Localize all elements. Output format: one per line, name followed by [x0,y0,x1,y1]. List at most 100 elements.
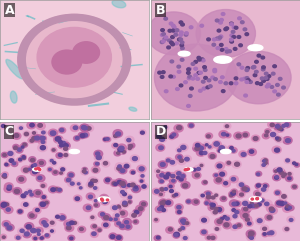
Circle shape [126,199,132,204]
Circle shape [100,194,108,201]
Circle shape [277,201,281,205]
Circle shape [176,176,180,179]
Circle shape [124,221,128,224]
Circle shape [196,143,200,147]
Circle shape [13,162,16,165]
Circle shape [140,131,144,134]
Circle shape [158,161,167,168]
Circle shape [213,211,217,214]
Circle shape [174,33,178,36]
Circle shape [191,77,195,80]
Circle shape [181,227,184,230]
Circle shape [257,219,262,223]
Circle shape [204,191,212,198]
Circle shape [179,159,184,162]
Circle shape [211,76,214,79]
Circle shape [213,206,220,212]
Circle shape [186,199,192,204]
Circle shape [44,223,48,227]
Circle shape [94,203,100,208]
Circle shape [33,135,42,142]
Circle shape [58,171,64,175]
Circle shape [245,33,249,36]
Circle shape [77,183,80,185]
Circle shape [0,123,6,129]
Circle shape [176,209,182,214]
Circle shape [181,174,185,178]
Circle shape [229,191,235,197]
Circle shape [81,126,86,129]
Circle shape [241,153,246,156]
Circle shape [247,234,255,241]
Circle shape [35,168,37,170]
Circle shape [174,125,183,132]
Circle shape [35,208,39,212]
Circle shape [175,42,178,45]
Circle shape [228,146,234,150]
Circle shape [200,58,204,61]
Circle shape [8,185,11,188]
Circle shape [194,67,197,70]
Circle shape [127,146,133,151]
Circle shape [42,196,46,198]
Circle shape [27,122,36,129]
Circle shape [131,171,135,174]
Ellipse shape [214,56,232,63]
Circle shape [194,200,198,203]
Circle shape [237,181,245,188]
Circle shape [21,194,26,198]
Circle shape [202,180,208,185]
Ellipse shape [11,91,17,103]
Circle shape [230,212,239,219]
Circle shape [100,198,109,205]
Circle shape [91,231,98,237]
Circle shape [210,206,215,209]
Circle shape [245,69,249,72]
Circle shape [220,48,224,51]
Circle shape [101,199,103,201]
Circle shape [168,39,171,42]
Circle shape [164,126,167,129]
Circle shape [6,224,14,231]
Circle shape [232,26,236,29]
Circle shape [39,139,46,145]
Circle shape [103,137,109,142]
Circle shape [265,129,271,134]
Circle shape [278,77,282,80]
Circle shape [219,217,225,221]
Ellipse shape [248,45,263,51]
Circle shape [28,212,37,219]
Circle shape [214,177,223,184]
Circle shape [178,156,181,159]
Circle shape [286,139,290,142]
Circle shape [70,221,74,225]
Circle shape [219,131,228,138]
Circle shape [40,146,45,150]
Circle shape [166,173,170,176]
Circle shape [110,205,119,211]
Ellipse shape [92,65,108,74]
Circle shape [176,154,183,160]
Circle shape [116,214,119,217]
Circle shape [184,33,188,36]
Circle shape [64,147,68,150]
Circle shape [160,180,163,183]
Circle shape [179,33,182,36]
Circle shape [75,197,80,201]
Circle shape [22,157,26,160]
Circle shape [239,44,242,47]
Circle shape [225,217,229,220]
Circle shape [230,190,237,196]
Circle shape [176,147,183,153]
Circle shape [33,164,37,166]
Circle shape [180,41,184,44]
Circle shape [158,208,161,211]
Circle shape [174,30,178,33]
Circle shape [170,41,173,44]
Circle shape [168,228,172,231]
Circle shape [261,56,265,59]
Circle shape [19,158,22,161]
Circle shape [4,185,13,193]
Circle shape [171,29,175,32]
Circle shape [41,185,45,187]
